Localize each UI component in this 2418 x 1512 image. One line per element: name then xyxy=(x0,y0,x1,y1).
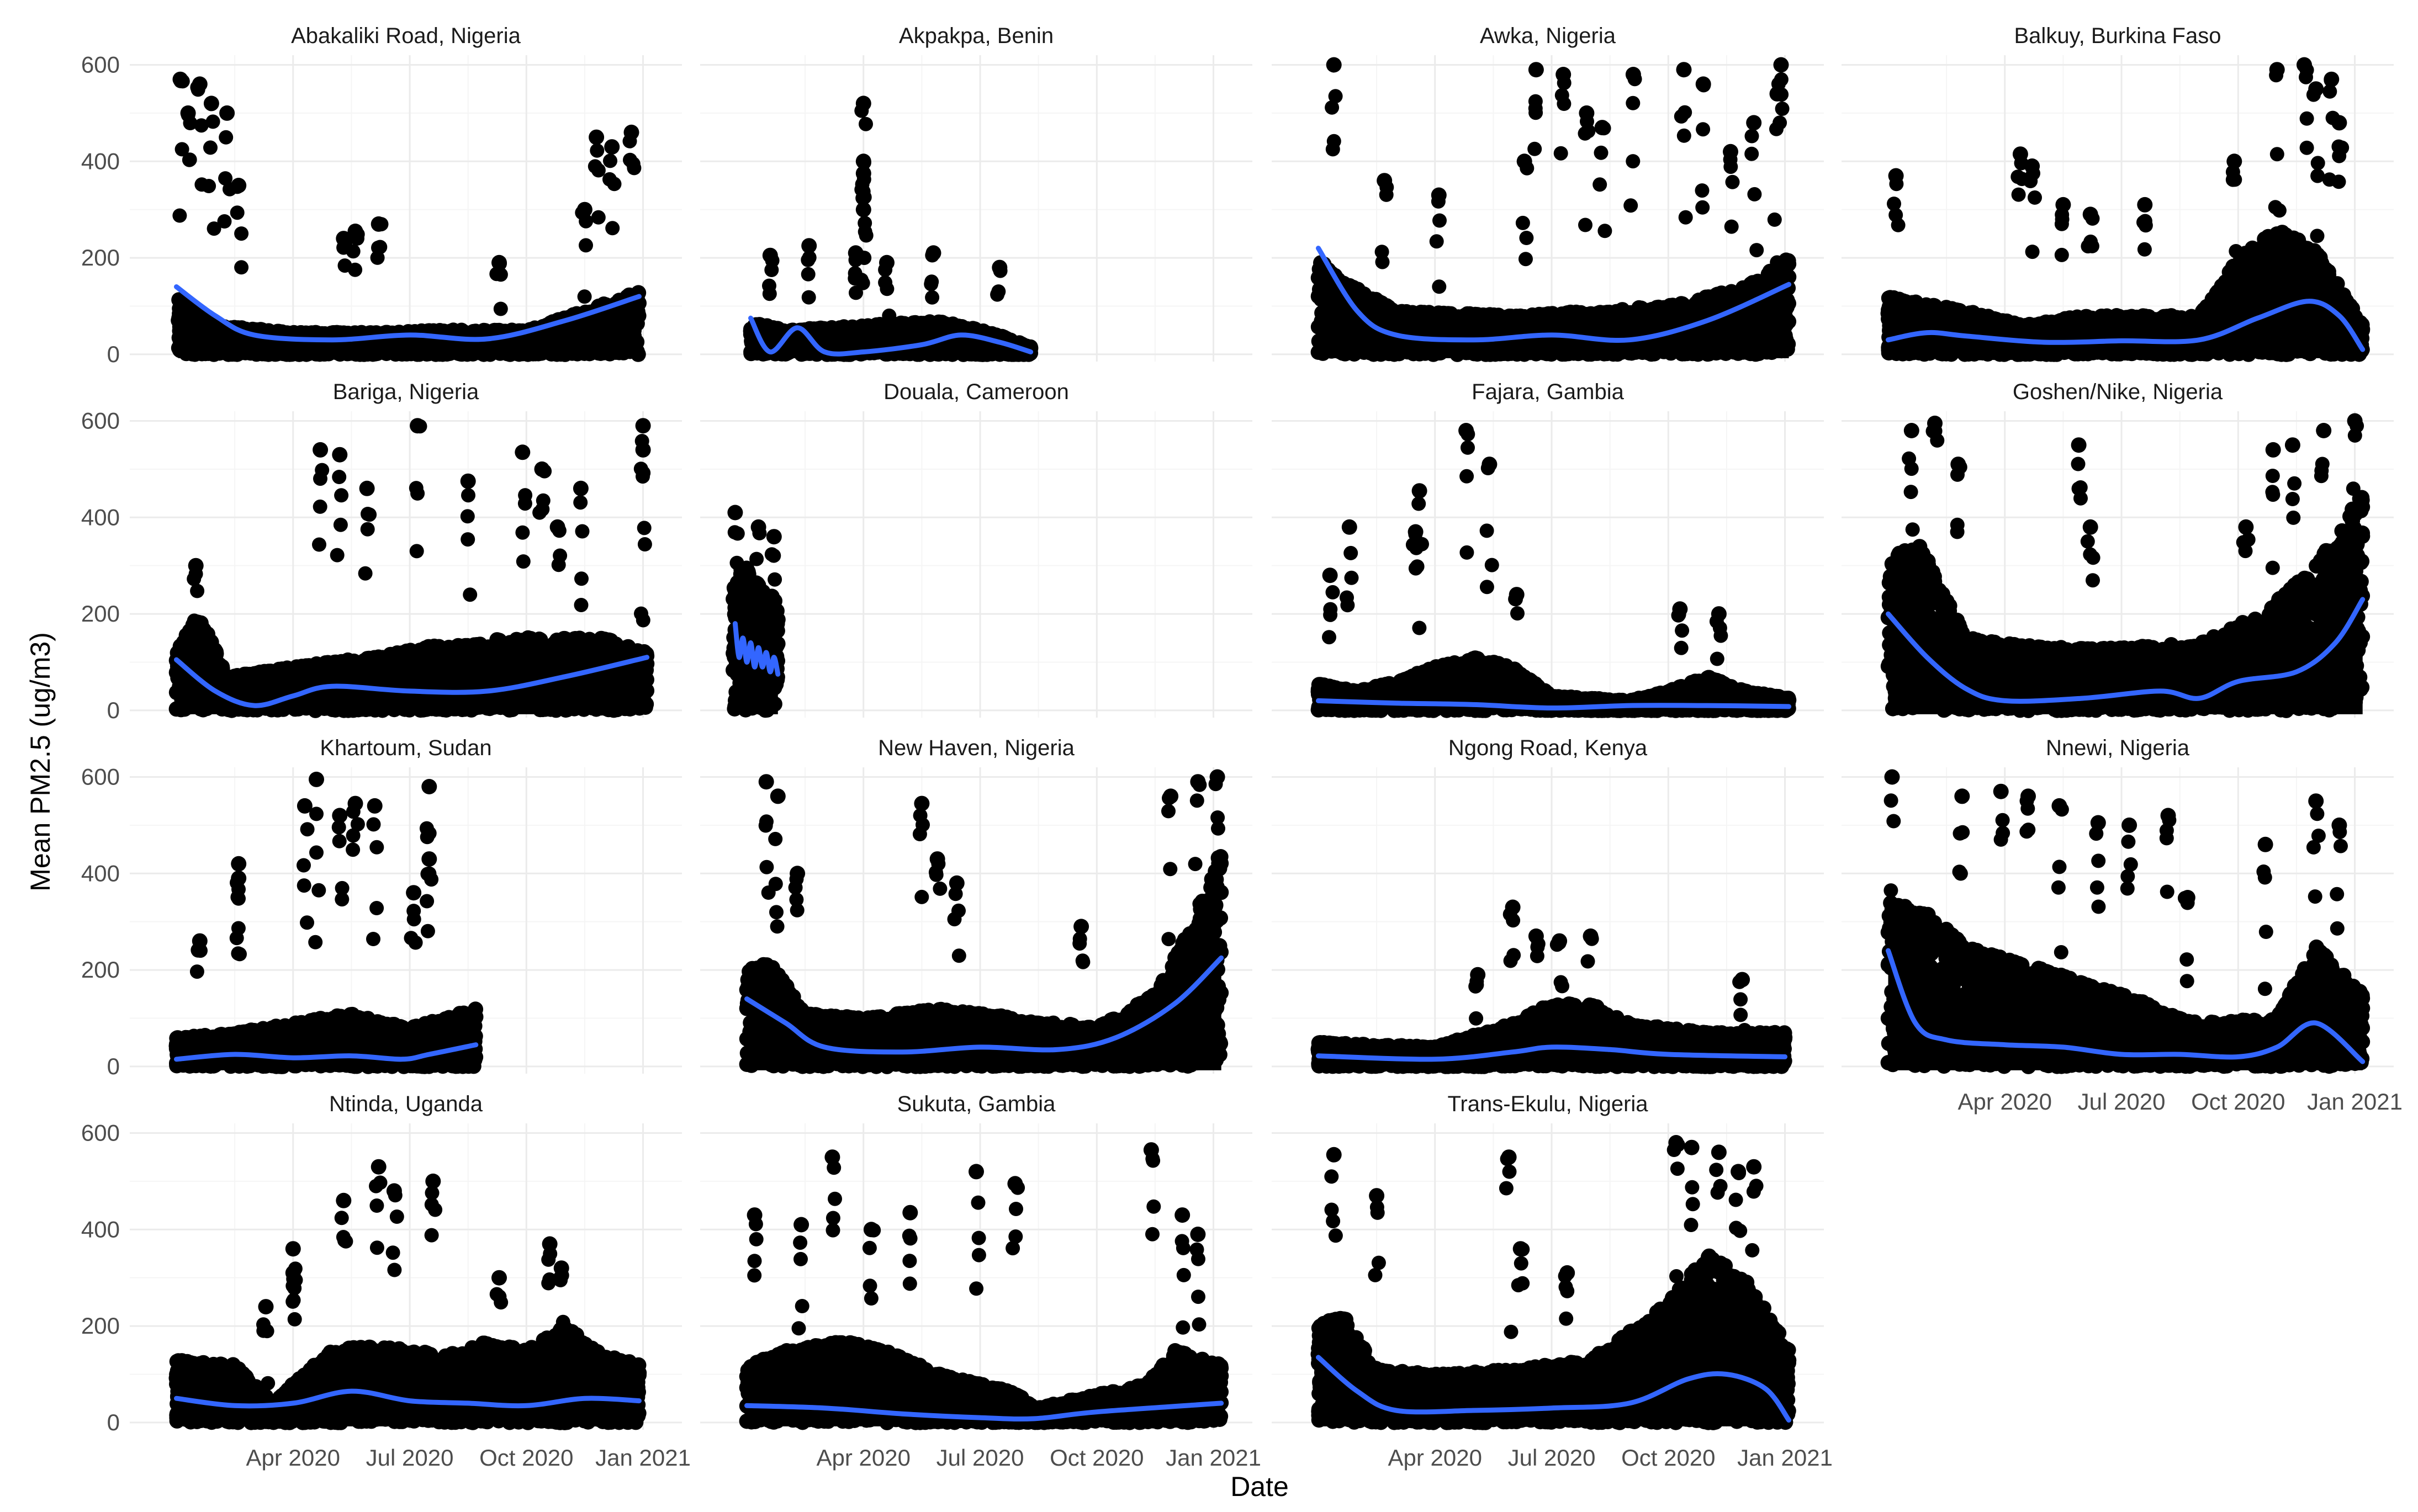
chart-panels: Abakaliki Road, Nigeria0200400600Akpakpa… xyxy=(81,24,2403,1471)
y-tick-label: 600 xyxy=(81,51,120,77)
facet-title: Abakaliki Road, Nigeria xyxy=(291,24,521,48)
facet-panel: Abakaliki Road, Nigeria 0 200 400 600 xyxy=(81,24,682,367)
faceted-scatter-chart: Abakaliki Road, Nigeria0200400600Akpakpa… xyxy=(0,0,2418,1512)
y-tick-label: 400 xyxy=(81,148,120,174)
y-tick-label: 0 xyxy=(107,341,120,367)
y-tick-label: 200 xyxy=(81,245,120,270)
